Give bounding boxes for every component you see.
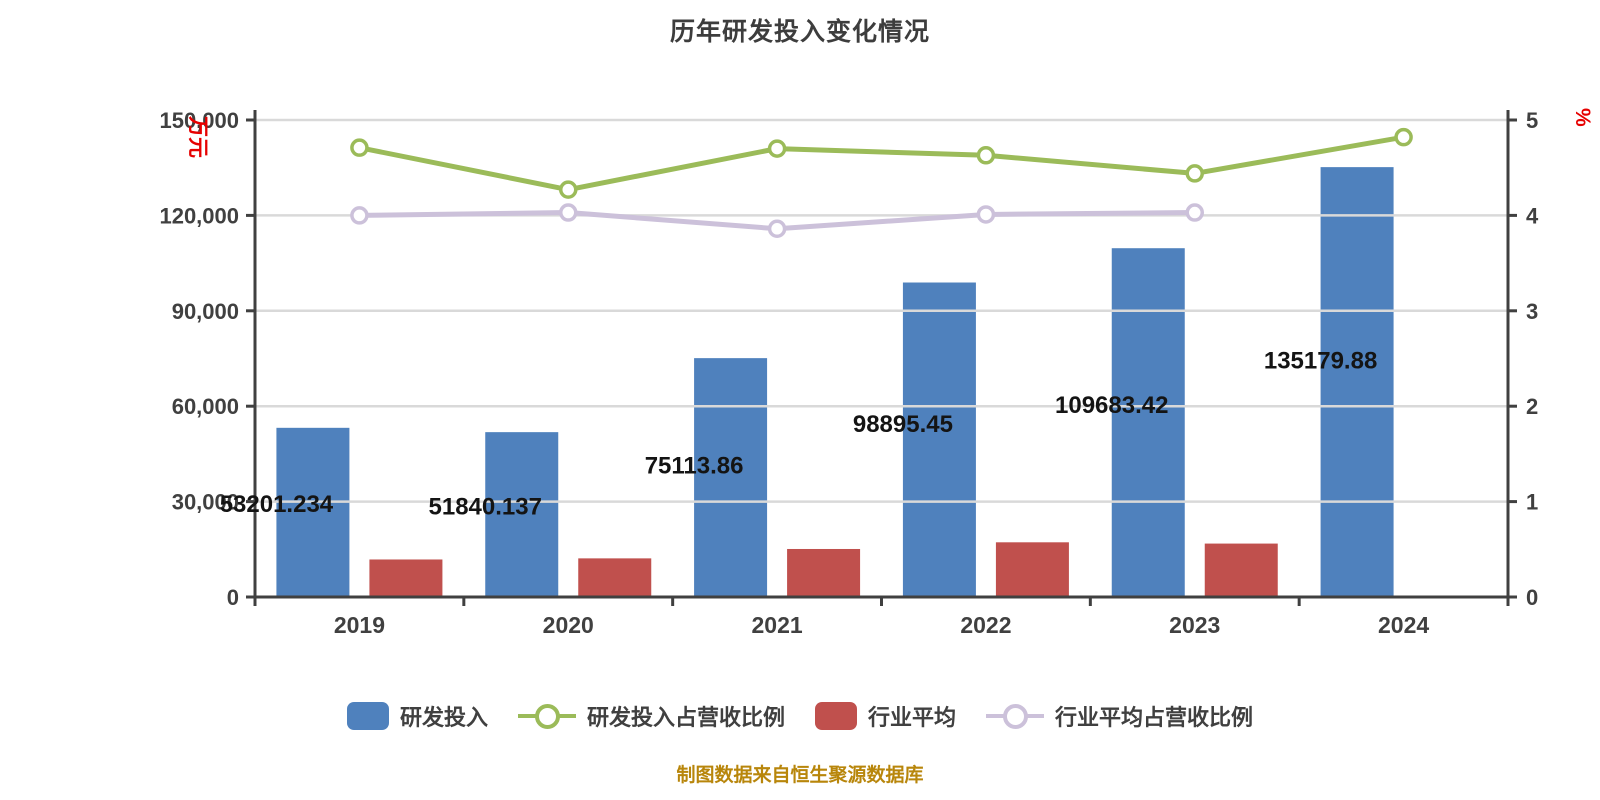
- legend-item-2[interactable]: 行业平均: [815, 700, 956, 732]
- line-marker: [559, 180, 578, 199]
- legend-item-0[interactable]: 研发投入: [346, 700, 488, 732]
- legend-label: 行业平均: [868, 705, 957, 730]
- x-axis-label-2019: 2019: [334, 612, 385, 638]
- bar-value-label-2022: 98895.45: [853, 411, 953, 438]
- line-marker: [559, 203, 578, 222]
- bar-value-label-2023: 109683.42: [1055, 392, 1168, 419]
- bar-value-label-2021: 75113.86: [645, 453, 744, 480]
- line-marker: [350, 206, 369, 225]
- legend-item-3[interactable]: 行业平均占营收比例: [986, 700, 1253, 732]
- legend-swatch-icon: [346, 702, 389, 730]
- line-rd-ratio: [358, 134, 1405, 193]
- bar-rd-investment-2020: [485, 432, 559, 597]
- left-axis-tick-label: 60,000: [172, 394, 239, 419]
- bar-rd-investment-2021: [694, 358, 768, 597]
- x-axis-label-2021: 2021: [751, 612, 802, 638]
- bar-value-label-2024: 135179.88: [1264, 348, 1377, 375]
- bar-value-label-2019: 53201.234: [220, 491, 334, 518]
- legend-label: 行业平均占营收比例: [1055, 705, 1254, 730]
- left-axis-unit-label: 万元: [186, 116, 209, 158]
- line-marker: [976, 205, 996, 224]
- footer-source-note: 制图数据来自恒生聚源数据库: [676, 765, 924, 786]
- left-axis-tick-label: 150,000: [159, 108, 239, 133]
- bar-industry-avg-2023: [1204, 543, 1278, 597]
- legend-item-1[interactable]: 研发投入占营收比例: [517, 700, 785, 732]
- legend-label: 研发投入占营收比例: [586, 705, 785, 730]
- bar-industry-avg-2022: [995, 542, 1069, 597]
- bar-rd-investment-2024: [1320, 167, 1394, 597]
- right-axis-unit-label: %: [1571, 108, 1594, 127]
- legend-dot-icon: [534, 704, 560, 729]
- x-axis-label-2020: 2020: [543, 612, 594, 638]
- chart-title: 历年研发投入变化情况: [669, 18, 930, 46]
- bar-value-label-2020: 51840.137: [429, 493, 542, 520]
- bar-rd-investment-2022: [902, 282, 976, 597]
- right-axis-tick-label: 3: [1526, 299, 1538, 324]
- legend-line-dot-icon: [986, 702, 1045, 730]
- x-axis-label-2024: 2024: [1378, 612, 1429, 638]
- line-marker: [1394, 127, 1413, 147]
- line-marker: [976, 146, 996, 165]
- legend: 研发投入 研发投入占营收比例 行业平均 行业平均占营收比例: [0, 700, 1600, 732]
- right-axis-tick-label: 1: [1526, 490, 1538, 515]
- left-axis-tick-label: 30,000: [172, 490, 239, 515]
- right-axis-tick-label: 5: [1526, 108, 1538, 133]
- left-axis-tick-label: 0: [227, 585, 239, 610]
- bar-industry-avg-2020: [578, 558, 652, 597]
- bar-rd-investment-2019: [276, 427, 350, 597]
- right-axis-tick-label: 4: [1526, 203, 1539, 228]
- bar-industry-avg-2019: [369, 559, 443, 597]
- line-marker: [350, 138, 369, 157]
- legend-line-dot-icon: [517, 702, 576, 730]
- line-marker: [767, 219, 787, 239]
- x-axis-label-2023: 2023: [1169, 612, 1220, 638]
- left-axis-tick-label: 90,000: [172, 299, 239, 324]
- bar-industry-avg-2021: [787, 548, 861, 597]
- bar-rd-investment-2023: [1111, 248, 1185, 597]
- line-marker: [1185, 164, 1204, 183]
- legend-label: 研发投入: [399, 705, 488, 730]
- line-marker: [767, 139, 787, 158]
- left-axis-tick-label: 120,000: [159, 203, 239, 228]
- legend-swatch-icon: [815, 702, 857, 730]
- legend-dot-icon: [1003, 704, 1029, 729]
- right-axis-tick-label: 2: [1526, 394, 1538, 419]
- line-marker: [1185, 203, 1204, 222]
- x-axis-label-2022: 2022: [960, 612, 1011, 638]
- right-axis-tick-label: 0: [1526, 585, 1538, 610]
